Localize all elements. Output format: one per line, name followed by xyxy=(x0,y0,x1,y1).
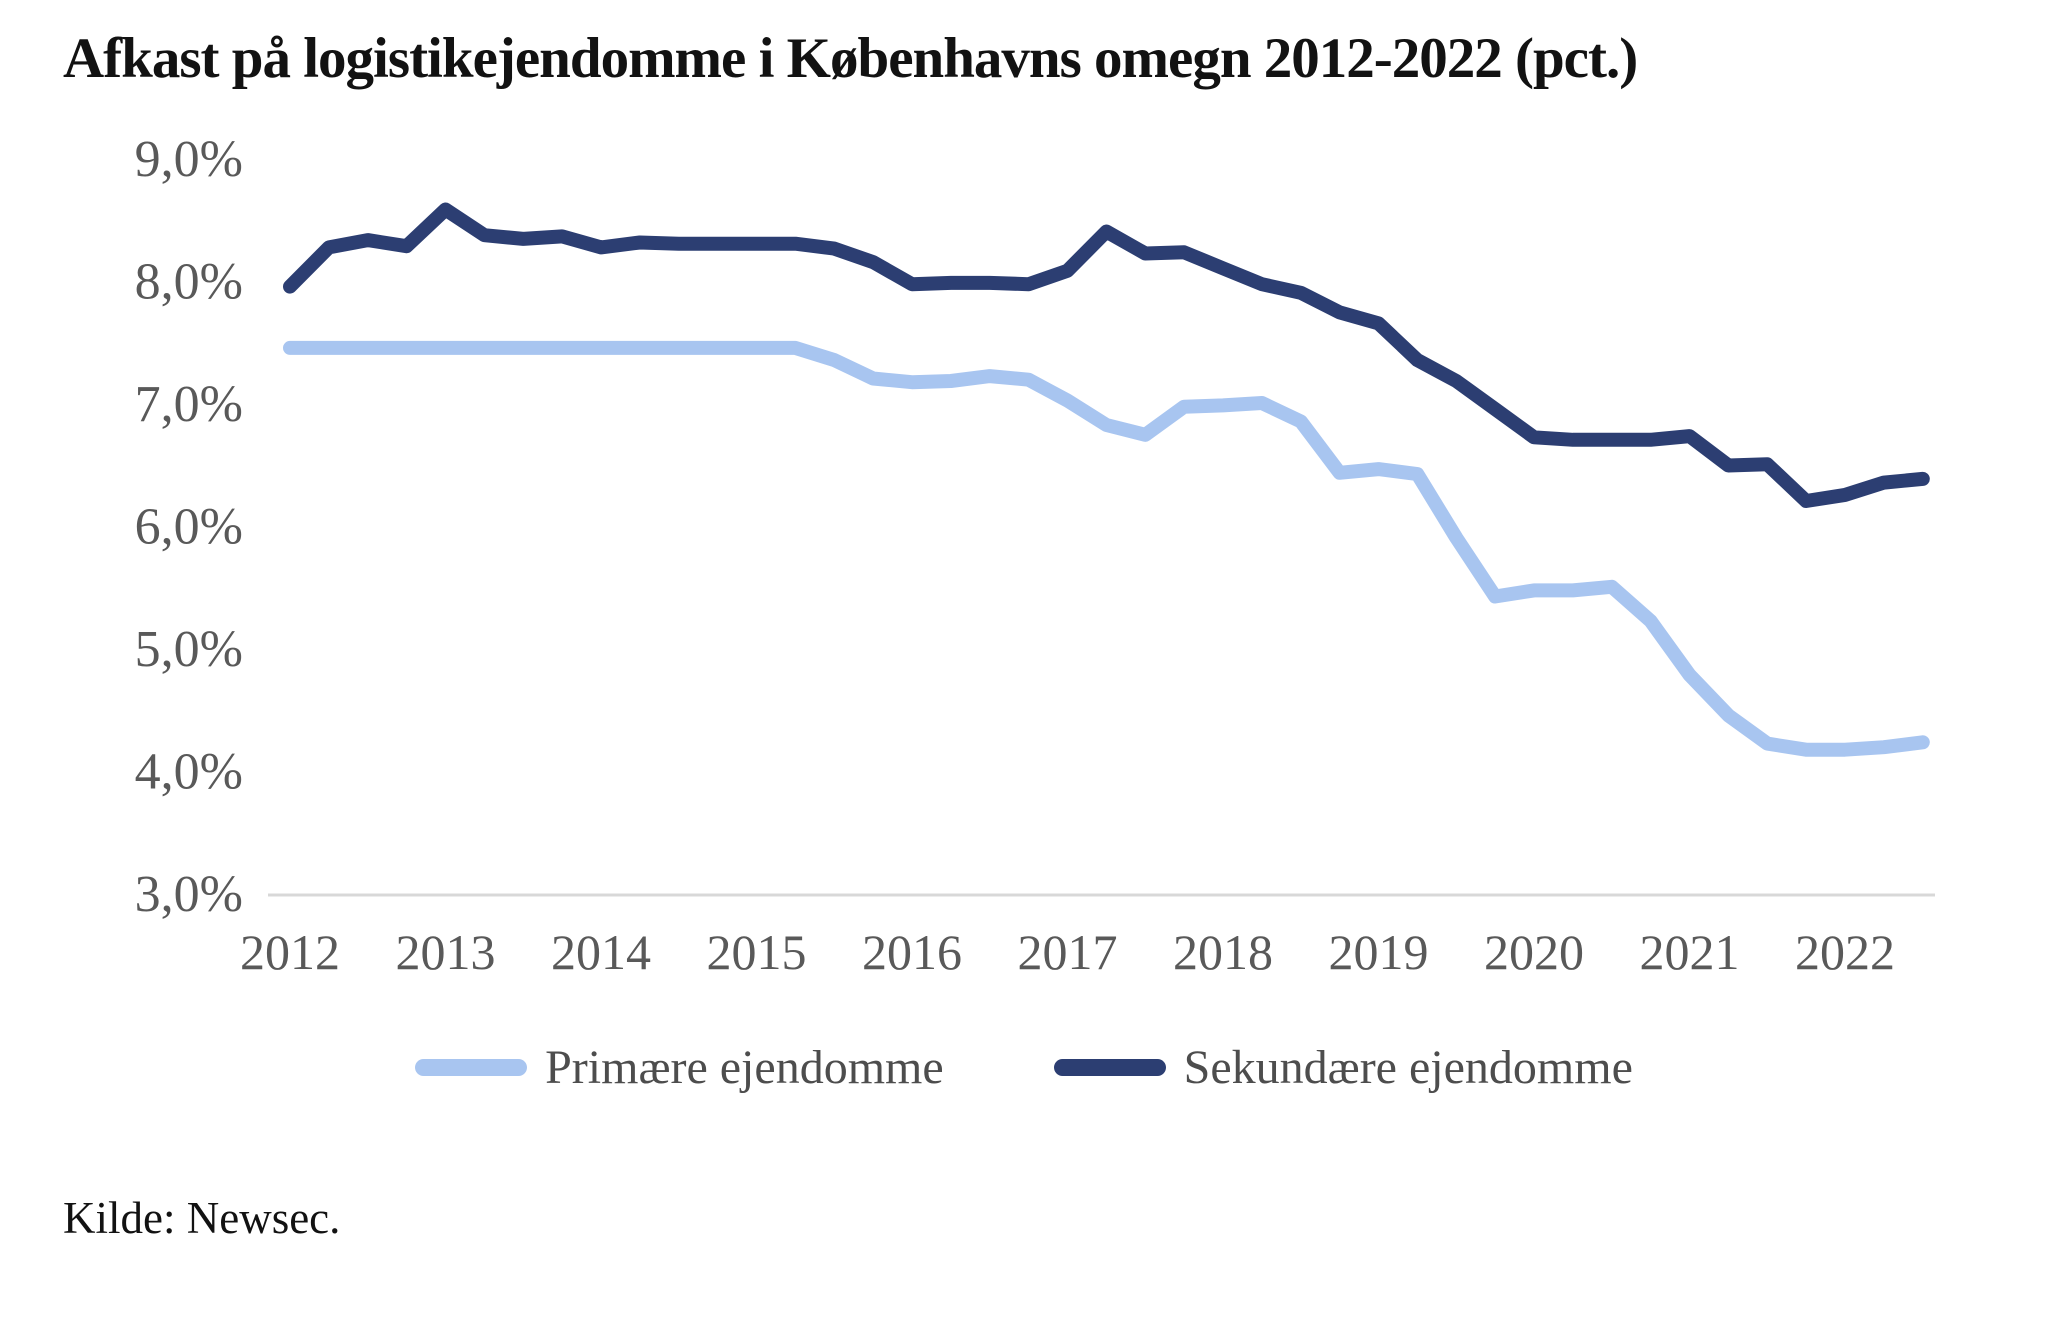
y-tick-label: 3,0% xyxy=(135,866,243,923)
x-tick-label: 2018 xyxy=(1173,924,1273,980)
y-tick-label: 7,0% xyxy=(135,376,243,433)
y-tick-label: 6,0% xyxy=(135,499,243,556)
x-tick-label: 2016 xyxy=(862,924,962,980)
legend-label-secondary: Sekundære ejendomme xyxy=(1183,1041,1633,1094)
x-tick-label: 2021 xyxy=(1640,924,1740,980)
secondary-series-swatch-icon xyxy=(1053,1059,1166,1076)
y-tick-label: 5,0% xyxy=(135,621,243,678)
x-tick-label: 2015 xyxy=(707,924,807,980)
y-tick-label: 9,0% xyxy=(135,131,243,188)
primary-series-swatch-icon xyxy=(415,1059,528,1076)
x-tick-label: 2020 xyxy=(1484,924,1584,980)
x-tick-label: 2013 xyxy=(396,924,496,980)
series-line-sekundære-ejendomme xyxy=(283,202,1930,508)
x-tick-label: 2012 xyxy=(240,924,340,980)
y-tick-label: 4,0% xyxy=(135,744,243,801)
chart-legend: Primære ejendomme Sekundære ejendomme xyxy=(0,1040,2048,1095)
x-tick-label: 2014 xyxy=(551,924,651,980)
x-tick-label: 2022 xyxy=(1795,924,1895,980)
series-line-primære-ejendomme xyxy=(283,340,1930,757)
source-note: Kilde: Newsec. xyxy=(63,1193,341,1243)
x-tick-label: 2017 xyxy=(1018,924,1118,980)
legend-label-primary: Primære ejendomme xyxy=(545,1041,944,1094)
x-tick-label: 2019 xyxy=(1329,924,1429,980)
legend-item-secondary: Sekundære ejendomme xyxy=(1053,1040,1633,1095)
y-tick-label: 8,0% xyxy=(135,254,243,311)
chart-title: Afkast på logistikejendomme i Københavns… xyxy=(63,27,1638,90)
legend-item-primary: Primære ejendomme xyxy=(415,1040,944,1095)
